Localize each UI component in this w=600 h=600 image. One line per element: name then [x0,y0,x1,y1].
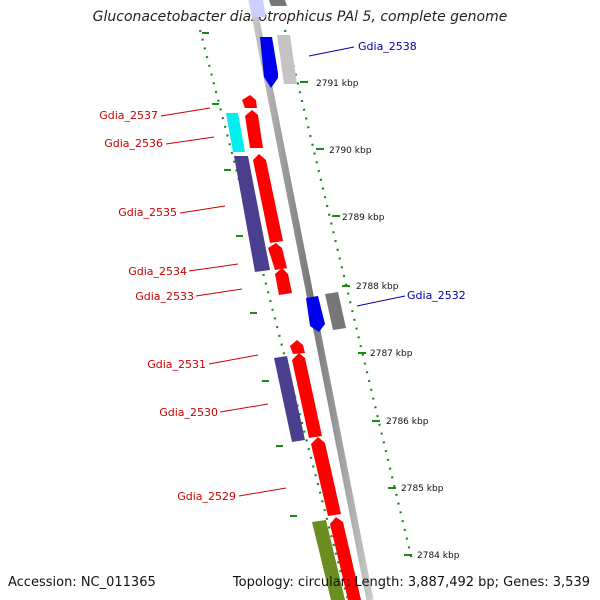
gene-label-leader-lines [160,46,406,497]
gene-top-blue-fragment[interactable] [249,0,266,17]
gene-top-gray-bar[interactable] [269,0,287,6]
gene-bottom-red-arrow[interactable] [330,517,361,600]
scale-tick-label: 2791 kbp [316,79,359,89]
scale-tick-label: 2787 kbp [370,349,413,359]
gene-label-gdia-2533[interactable]: Gdia_2533 [135,290,194,303]
scale-tick-label: 2788 kbp [356,282,399,292]
gene-gdia-2529-arrow[interactable] [311,437,341,516]
gene-label-gdia-2537[interactable]: Gdia_2537 [99,109,158,122]
gene-label-gdia-2530[interactable]: Gdia_2530 [159,406,218,419]
gene-gdia-2535-arrow[interactable] [253,154,283,243]
gene-label-gdia-2531[interactable]: Gdia_2531 [147,358,206,371]
scale-tick-label: 2786 kbp [386,417,429,427]
gene-label-gdia-2534[interactable]: Gdia_2534 [128,265,187,278]
gene-gdia-2534-arrow[interactable] [268,243,287,270]
scale-tick-label: 2784 kbp [417,551,460,561]
gene-gdia-2533-arrow[interactable] [275,268,292,295]
map-title: Gluconacetobacter diazotrophicus PAl 5, … [92,9,508,25]
topology-text: Topology: circular; Length: 3,887,492 bp… [232,575,590,590]
ruler-tick-marks [300,81,412,556]
gene-gdia-2536-arrow[interactable] [245,110,263,148]
gene-gdia-2536-cog[interactable] [226,113,245,152]
ruler-left-tick-marks [202,32,297,517]
gene-label-gdia-2529[interactable]: Gdia_2529 [177,490,236,503]
gene-gdia-2530-cog[interactable] [274,356,305,442]
gene-label-gdia-2536[interactable]: Gdia_2536 [104,137,163,150]
gene-label-gdia-2538[interactable]: Gdia_2538 [358,40,417,53]
gene-gdia-2530-arrow[interactable] [292,353,322,438]
gene-gdia-2538-blue-arrow[interactable] [260,37,278,88]
scale-tick-label: 2790 kbp [329,146,372,156]
gene-gdia-2531-arrow[interactable] [290,340,305,354]
gene-gdia-2532-cog[interactable] [325,292,346,330]
gene-label-gdia-2532[interactable]: Gdia_2532 [407,289,466,302]
scale-tick-label: 2789 kbp [342,213,385,223]
gene-gdia-2537-arrow[interactable] [242,95,257,108]
gene-bottom-olive-cog[interactable] [312,520,345,600]
gene-gdia-2535-cog[interactable] [234,156,270,272]
scale-tick-label: 2785 kbp [401,484,444,494]
gene-label-gdia-2535[interactable]: Gdia_2535 [118,206,177,219]
gene-gdia-2538-cog-bar[interactable] [277,35,297,84]
accession-text: Accession: NC_011365 [8,575,156,590]
ruler-right-line [283,29,414,561]
gene-gdia-2532-arrow[interactable] [306,296,325,332]
